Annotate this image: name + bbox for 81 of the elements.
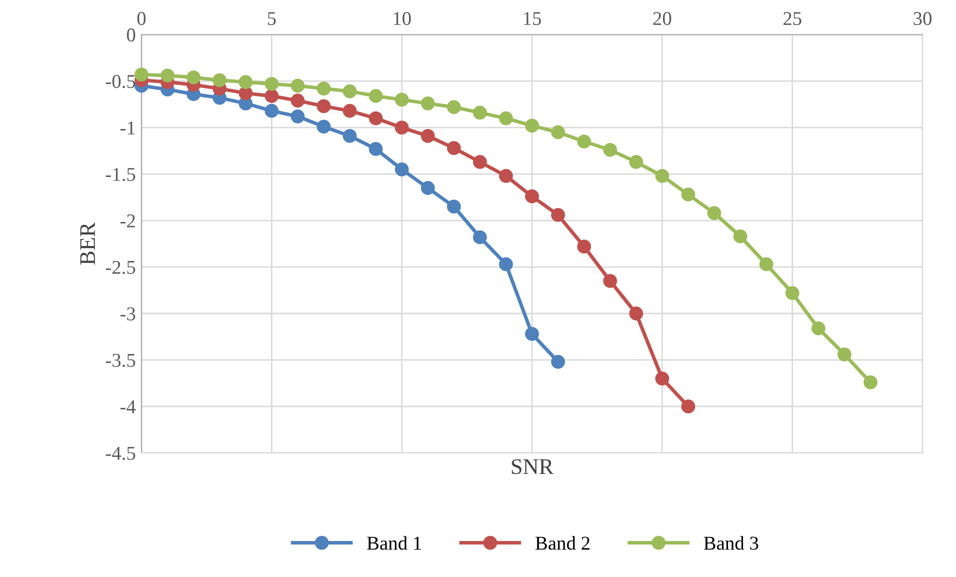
point: [368, 111, 383, 126]
point: [525, 189, 539, 204]
point: [785, 286, 800, 300]
point: [420, 181, 435, 195]
x-tick-label: 25: [783, 12, 802, 26]
point: [446, 100, 461, 114]
point: [837, 347, 852, 362]
y-tick-label: -2.5: [106, 260, 136, 274]
point: [342, 104, 357, 118]
point: [759, 257, 774, 272]
point: [629, 306, 644, 320]
y-tick-label: -2: [120, 214, 135, 228]
point: [368, 142, 383, 156]
x-tick-label: 10: [394, 12, 411, 26]
point: [655, 372, 670, 386]
y-tick-label: 0: [126, 28, 136, 42]
y-tick-label: -4.5: [106, 446, 136, 460]
point: [733, 229, 748, 244]
point: [655, 168, 670, 183]
point: [420, 96, 435, 110]
x-tick-label: 20: [653, 12, 672, 26]
x-axis-title: SNR: [512, 459, 554, 474]
x-tick-label: 15: [524, 12, 541, 26]
point: [499, 111, 513, 126]
point: [290, 109, 305, 124]
point: [551, 354, 565, 369]
point: [264, 89, 279, 103]
point: [525, 118, 539, 133]
y-tick-label: -1: [120, 121, 135, 134]
point: [446, 200, 461, 214]
x-tick-label: 0: [137, 12, 146, 26]
point: [473, 230, 487, 244]
point: [186, 70, 201, 84]
y-axis-title: BER: [80, 222, 95, 265]
point: [316, 82, 331, 96]
point: [316, 120, 331, 134]
y-tick-label: -3: [120, 307, 136, 320]
point: [603, 274, 618, 288]
x-tick-label: 5: [268, 12, 276, 26]
point: [811, 321, 826, 336]
point: [316, 99, 331, 114]
point: [420, 129, 435, 143]
point: [499, 168, 513, 183]
point: [134, 68, 148, 82]
point: [212, 73, 227, 88]
point: [446, 141, 461, 155]
point: [342, 84, 357, 98]
legend-label: Band 2: [535, 536, 590, 550]
point: [394, 120, 409, 135]
point: [290, 78, 305, 93]
point: [681, 188, 696, 202]
point: [525, 327, 539, 341]
point: [160, 68, 174, 82]
point: [577, 134, 592, 148]
point: [551, 208, 565, 222]
x-tick-label: 30: [914, 12, 932, 26]
point: [238, 75, 253, 89]
point: [394, 162, 409, 176]
point: [603, 142, 618, 157]
point: [342, 129, 357, 143]
point: [473, 155, 487, 169]
point: [864, 375, 878, 390]
point: [473, 106, 487, 120]
point: [551, 125, 565, 140]
point: [290, 94, 305, 108]
point: [577, 240, 592, 254]
point: [238, 86, 253, 100]
legend-label: Band 1: [367, 536, 421, 550]
y-tick-label: -3.5: [106, 354, 136, 368]
y-tick-label: -1.5: [106, 168, 136, 182]
point: [394, 92, 409, 107]
point: [681, 400, 696, 414]
y-tick-label: -4: [120, 400, 136, 414]
point: [264, 104, 279, 118]
point: [707, 206, 722, 220]
point: [368, 89, 383, 103]
point: [499, 257, 513, 272]
point: [264, 76, 279, 91]
legend-label: Band 3: [704, 536, 758, 550]
y-tick-label: -0.5: [106, 74, 136, 88]
point: [629, 155, 644, 169]
